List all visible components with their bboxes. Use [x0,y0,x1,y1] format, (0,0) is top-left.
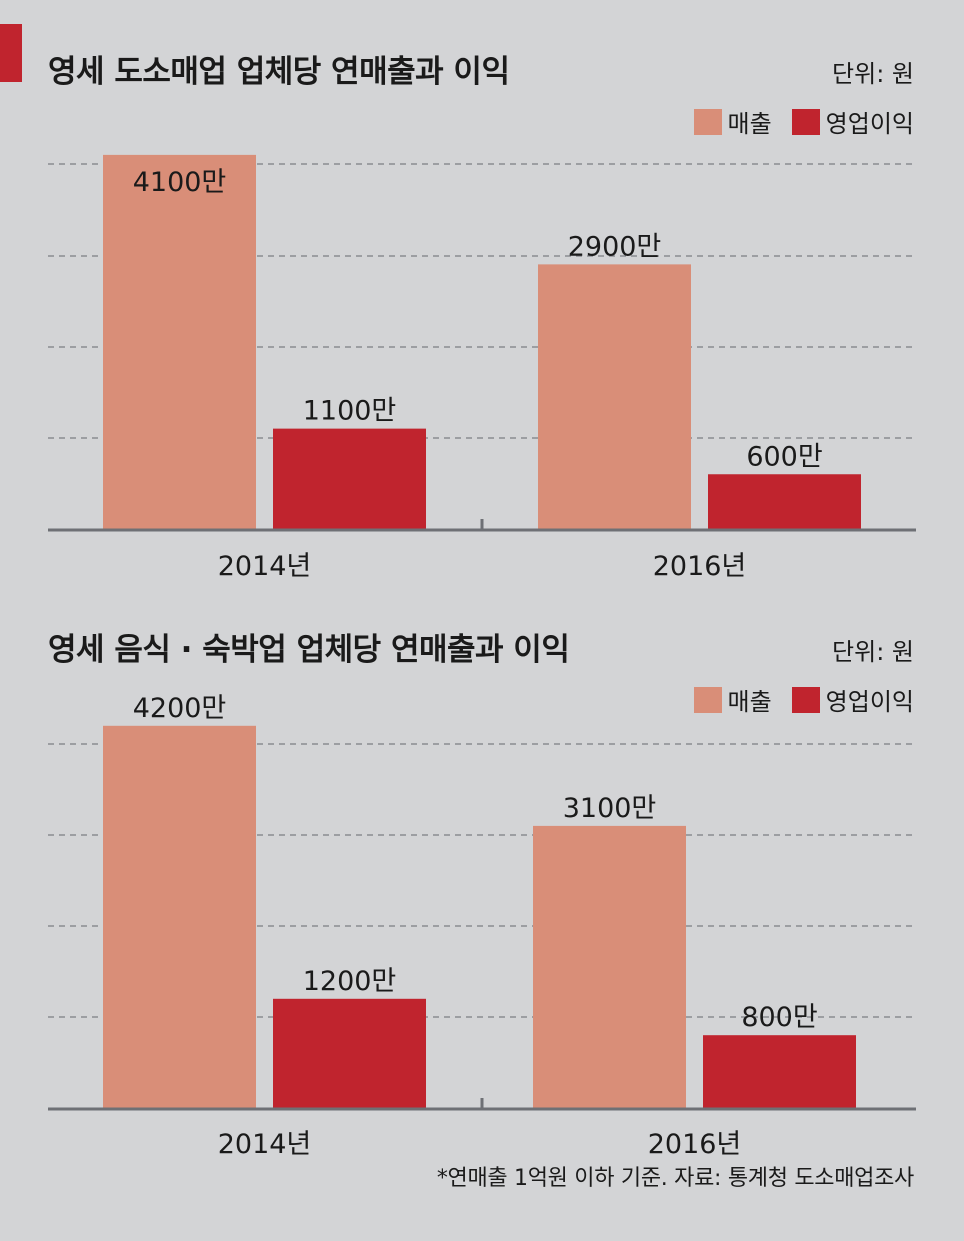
legend-label-profit: 영업이익 [825,688,914,716]
x-tick-label: 2016년 [648,1129,742,1160]
legend-item-profit: 영업이익 [791,682,914,717]
legend: 매출 영업이익 [674,682,914,717]
data-label: 2900만 [568,231,662,262]
chart-title: 영세 도소매업 업체당 연매출과 이익 [48,54,510,90]
plot-area: 4100만 1100만 2014년 2900만 600만 2016년 [48,154,916,582]
title-accent-bar [0,24,22,82]
legend: 매출 영업이익 [674,104,914,139]
data-label: 4200만 [133,693,227,724]
bar-profit-1 [708,474,861,529]
data-label: 1200만 [303,966,397,997]
chart-title: 영세 음식 · 숙박업 업체당 연매출과 이익 [48,632,570,668]
data-label: 600만 [746,441,822,472]
legend-label-revenue: 매출 [727,110,772,138]
footnote-source: *연매출 1억원 이하 기준. 자료: 통계청 도소매업조사 [436,1166,914,1191]
x-tick-label: 2014년 [218,1129,312,1160]
legend-label-profit: 영업이익 [825,110,914,138]
chart-food-lodging: 영세 음식 · 숙박업 업체당 연매출과 이익 단위: 원 매출 영업이익 42… [0,600,964,1200]
bar-revenue-1 [533,825,686,1108]
bar-revenue-0 [103,725,256,1108]
bar-revenue-1 [538,264,691,529]
x-tick-label: 2014년 [218,551,312,582]
legend-swatch-profit [791,686,820,713]
legend-swatch-revenue [693,108,722,135]
plot-area: 4200만 1200만 2014년 3100만 800만 2016년 [48,693,916,1160]
data-label: 4100만 [133,167,227,198]
legend-item-revenue: 매출 [693,104,772,139]
legend-item-profit: 영업이익 [791,104,914,139]
legend-item-revenue: 매출 [693,682,772,717]
bar-profit-0 [273,428,426,529]
x-tick-label: 2016년 [653,551,747,582]
legend-swatch-profit [791,108,820,135]
bar-revenue-0 [103,154,256,529]
data-label: 800만 [741,1002,817,1033]
data-label: 1100만 [303,396,397,427]
unit-label: 단위: 원 [832,60,914,88]
chart-wholesale-retail: 영세 도소매업 업체당 연매출과 이익 단위: 원 매출 영업이익 4100만 1… [0,0,964,600]
bar-profit-0 [273,998,426,1108]
unit-label: 단위: 원 [832,638,914,666]
legend-swatch-revenue [693,686,722,713]
legend-label-revenue: 매출 [727,688,772,716]
bar-profit-1 [703,1035,856,1108]
data-label: 3100만 [563,793,657,824]
